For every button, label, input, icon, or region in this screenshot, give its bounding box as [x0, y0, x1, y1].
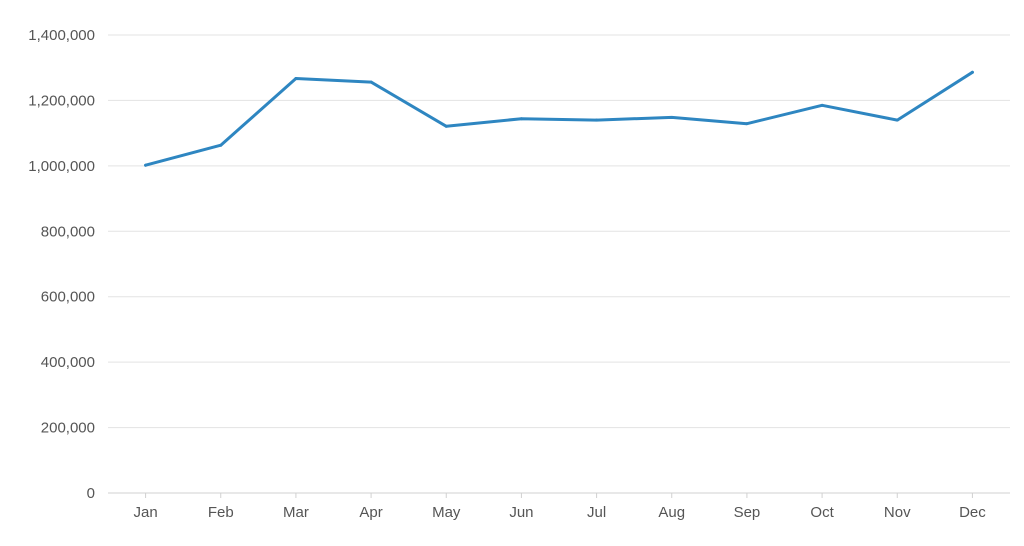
series-line — [144, 70, 974, 167]
data-point — [519, 117, 523, 121]
y-axis: 0 200,000 400,000 600,000 800,000 1,000,000 1,… — [28, 27, 95, 502]
y-tick-label: 1,000,000 — [28, 158, 95, 175]
y-tick-label: 600,000 — [41, 289, 95, 306]
y-tick-label: 200,000 — [41, 420, 95, 437]
y-tick-label: 800,000 — [41, 223, 95, 240]
x-axis: Jan Feb Mar Apr May Jun Jul Aug Sep Oct Nov Dec — [108, 492, 1010, 521]
data-point — [820, 103, 824, 107]
data-point — [670, 115, 674, 119]
data-point — [970, 70, 974, 74]
x-tick-label: Mar — [283, 504, 309, 521]
y-tick-label: 1,200,000 — [28, 92, 95, 109]
data-point — [219, 143, 223, 147]
data-point — [745, 122, 749, 126]
data-point — [595, 118, 599, 122]
x-tick-label: Dec — [959, 504, 986, 521]
x-tick-label: Jul — [587, 504, 606, 521]
y-tick-label: 0 — [87, 485, 95, 502]
x-tick-label: Jun — [509, 504, 533, 521]
data-point — [444, 124, 448, 128]
x-tick-label: Aug — [658, 504, 685, 521]
data-point — [144, 163, 148, 167]
gridlines — [108, 34, 1010, 429]
series-layer — [144, 70, 974, 167]
x-tick-label: Oct — [810, 504, 834, 521]
x-tick-label: Jan — [133, 504, 157, 521]
x-tick-label: Feb — [208, 504, 234, 521]
x-tick-label: Nov — [884, 504, 911, 521]
data-point — [369, 80, 373, 84]
data-point — [294, 77, 298, 81]
y-tick-label: 400,000 — [41, 354, 95, 371]
x-tick-label: Sep — [734, 504, 761, 521]
x-tick-label: Apr — [359, 504, 382, 521]
y-tick-label: 1,400,000 — [28, 27, 95, 44]
x-tick-label: May — [432, 504, 461, 521]
data-point — [895, 118, 899, 122]
